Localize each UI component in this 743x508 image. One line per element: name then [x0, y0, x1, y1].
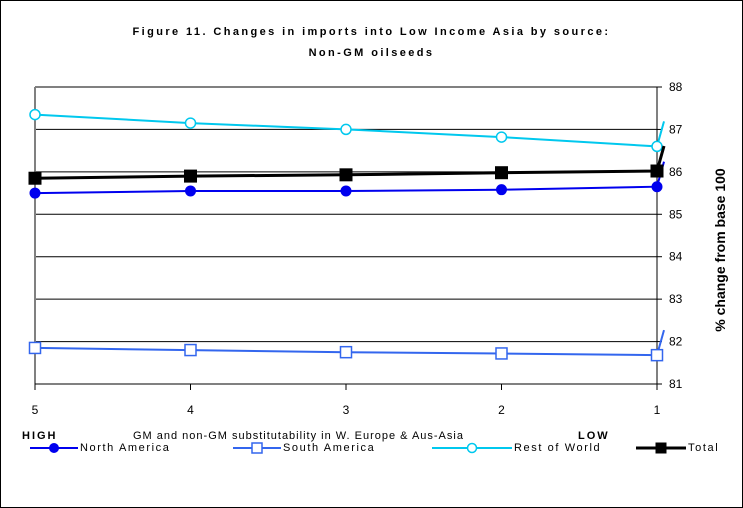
data-point-north-america — [185, 185, 196, 197]
data-point-north-america — [496, 184, 507, 196]
y-tick-label: 82 — [669, 335, 683, 349]
data-point-south-america — [184, 343, 197, 357]
legend-south-america-label: South America — [283, 442, 376, 454]
x-tick-label: 1 — [654, 403, 661, 417]
x-axis-label: GM and non-GM substitutability in W. Eur… — [133, 430, 464, 442]
y-tick-label: 83 — [669, 292, 683, 306]
y-tick-label: 88 — [669, 80, 683, 94]
legend-total: Total — [636, 440, 719, 456]
y-tick-label: 81 — [669, 377, 683, 391]
data-point-rest-of-world — [340, 123, 352, 136]
data-point-rest-of-world — [184, 117, 197, 129]
x-tick-label: 5 — [32, 403, 39, 417]
data-point-north-america — [340, 185, 352, 197]
data-point-rest-of-world — [29, 108, 41, 121]
legend-rest-of-world: Rest of World — [432, 440, 601, 456]
data-point-south-america — [28, 341, 42, 355]
data-point-total — [28, 171, 42, 185]
data-point-total — [339, 168, 353, 182]
data-point-south-america — [339, 345, 353, 359]
y-tick-label: 87 — [669, 122, 683, 136]
data-point-total — [650, 164, 664, 178]
legend-north-america-marker — [30, 443, 78, 453]
data-point-rest-of-world — [495, 131, 508, 143]
x-tick-label: 2 — [498, 403, 505, 417]
chart-title-line1: Figure 11. Changes in imports into Low I… — [132, 26, 611, 38]
chart-title-line2: Non-GM oilseeds — [308, 47, 435, 59]
x-tick-label: 3 — [343, 403, 350, 417]
data-point-south-america — [650, 348, 664, 362]
legend-rest-of-world-marker — [432, 442, 512, 454]
legend-north-america: North America — [30, 440, 171, 456]
x-left-label: HIGH — [22, 430, 58, 442]
legend-south-america: South America — [233, 440, 375, 456]
data-point-total — [184, 169, 197, 183]
legend-total-marker — [636, 442, 686, 454]
legend-north-america-label: North America — [80, 442, 171, 454]
y-axis-label: % change from base 100 — [712, 168, 728, 332]
plot-area — [35, 87, 657, 384]
y-tick-label: 85 — [669, 207, 683, 221]
legend-south-america-marker — [233, 442, 281, 454]
data-point-rest-of-world — [651, 140, 663, 153]
x-tick-label: 4 — [187, 403, 194, 417]
y-tick-label: 84 — [669, 250, 683, 264]
data-point-north-america — [29, 187, 41, 199]
legend-total-label: Total — [688, 442, 720, 454]
data-point-north-america — [651, 181, 663, 193]
y-tick-label: 86 — [669, 165, 683, 179]
legend-rest-of-world-label: Rest of World — [514, 442, 602, 454]
x-right-label: LOW — [578, 430, 610, 442]
data-point-total — [495, 166, 508, 180]
data-point-south-america — [495, 347, 508, 360]
